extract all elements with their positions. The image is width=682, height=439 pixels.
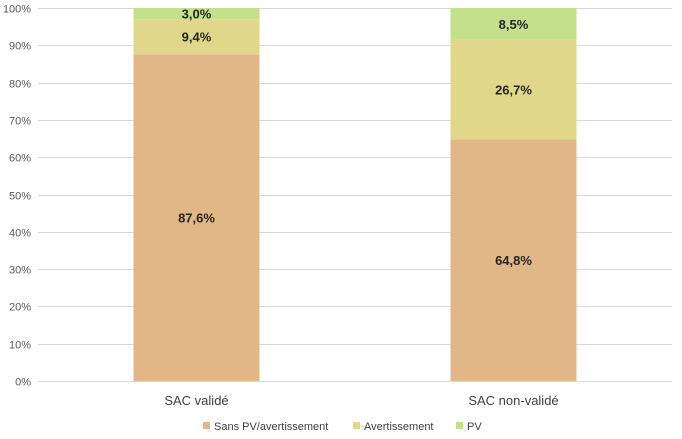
legend-label-2: PV — [467, 421, 482, 433]
y-tick-label: 80% — [9, 79, 31, 91]
legend-label-1: Avertissement — [364, 421, 434, 433]
y-tick-label: 30% — [9, 265, 31, 277]
x-category-label-1: SAC non-validé — [468, 393, 558, 408]
data-labels: 87,6% 9,4% 3,0% 64,8% 26,7% 8,5% — [178, 7, 532, 269]
bar-segment-1-1 — [450, 39, 577, 140]
x-category-label-0: SAC validé — [164, 393, 228, 408]
y-tick-label: 90% — [9, 41, 31, 53]
legend-swatch-2 — [456, 422, 463, 429]
legend: Sans PV/avertissement Avertissement PV — [203, 421, 482, 433]
data-label-0-0: 87,6% — [178, 211, 215, 226]
bar-segment-0-1 — [133, 19, 260, 55]
bars — [133, 8, 577, 381]
y-axis-tick-labels: 0% 10% 20% 30% 40% 50% 60% 70% 80% 90% 100% — [3, 4, 31, 389]
x-axis-category-labels: SAC validé SAC non-validé — [164, 393, 558, 408]
bar-segment-1-2 — [450, 8, 577, 40]
data-label-1-0: 64,8% — [495, 253, 532, 268]
data-label-0-1: 9,4% — [182, 30, 212, 45]
y-tick-label: 70% — [9, 116, 31, 128]
y-tick-label: 40% — [9, 228, 31, 240]
legend-swatch-1 — [353, 422, 360, 429]
data-label-1-1: 26,7% — [495, 83, 532, 98]
y-tick-label: 20% — [9, 302, 31, 314]
legend-swatch-0 — [203, 422, 210, 429]
data-label-1-2: 8,5% — [499, 17, 529, 32]
y-tick-label: 60% — [9, 153, 31, 165]
gridlines — [38, 8, 672, 382]
bar-segment-0-2 — [133, 8, 260, 20]
y-tick-label: 100% — [3, 4, 31, 16]
y-tick-label: 0% — [15, 377, 31, 389]
bar-segment-1-0 — [450, 139, 577, 381]
y-tick-label: 10% — [9, 340, 31, 352]
bar-segment-0-0 — [133, 54, 260, 381]
legend-label-0: Sans PV/avertissement — [214, 421, 328, 433]
data-label-0-2: 3,0% — [182, 7, 212, 22]
y-tick-label: 50% — [9, 191, 31, 203]
